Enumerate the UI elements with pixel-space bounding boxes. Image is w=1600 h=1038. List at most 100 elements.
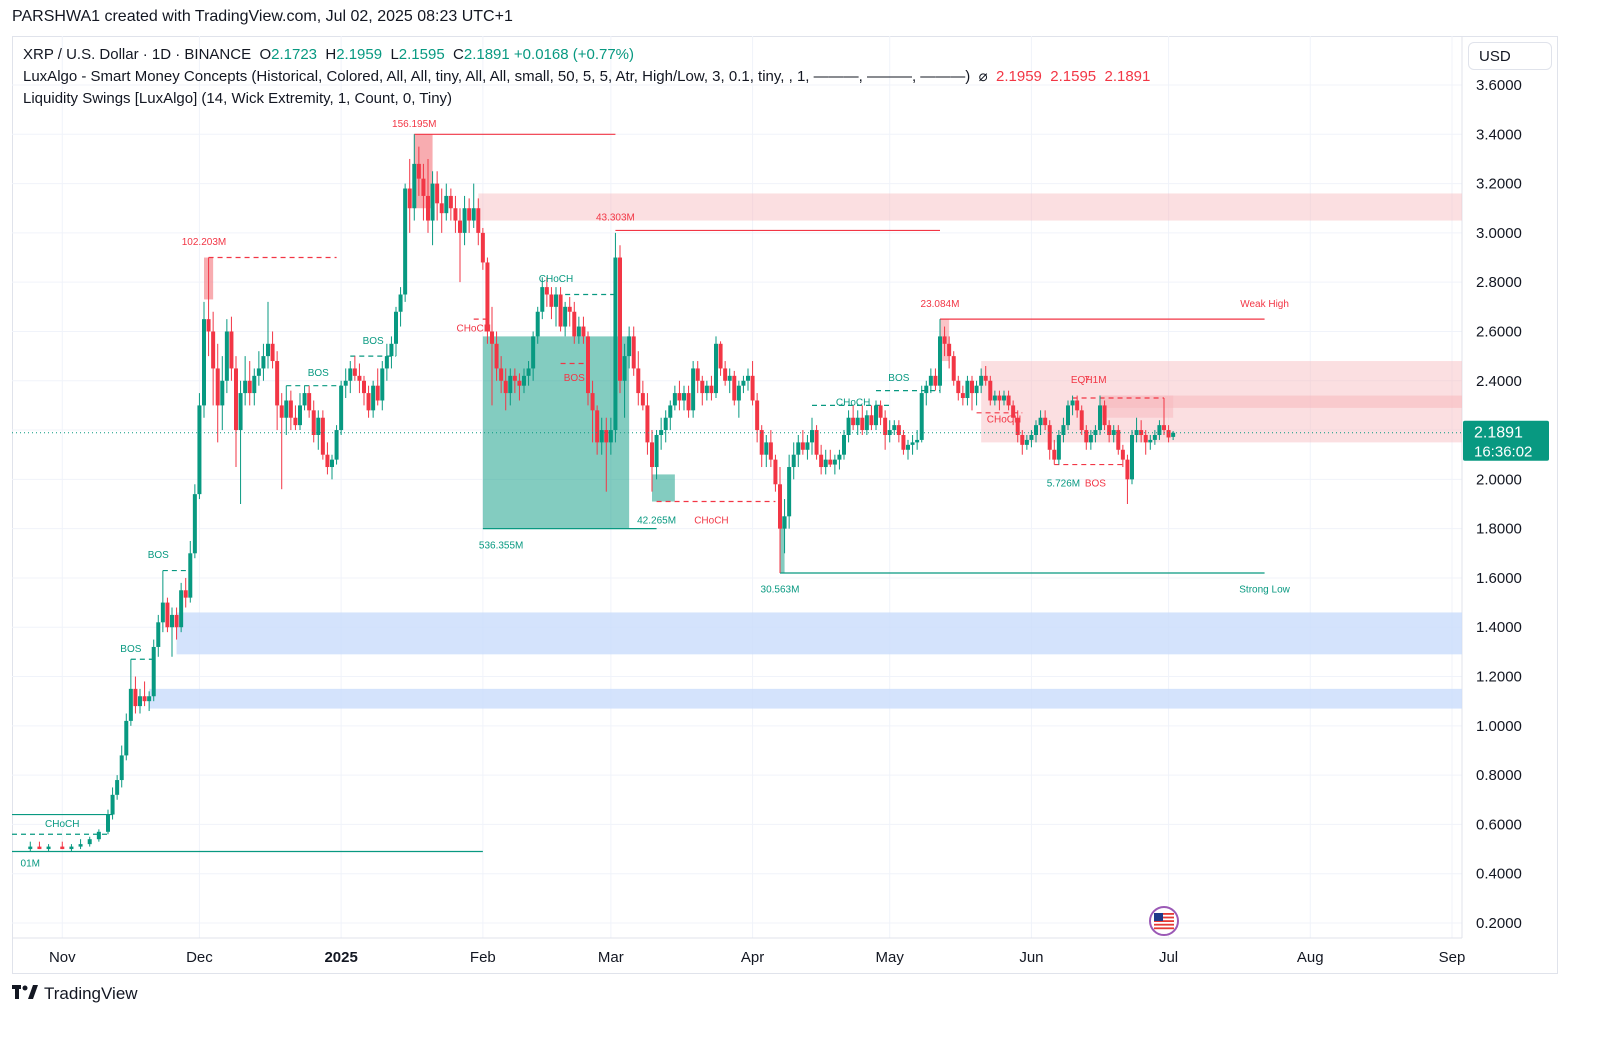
candle-body <box>535 311 540 337</box>
y-tick-label: 2.0000 <box>1476 471 1522 488</box>
candle-body <box>330 459 334 468</box>
currency-selector[interactable]: USD <box>1468 42 1552 70</box>
candle-body <box>298 405 302 426</box>
indicator-2-title: Liquidity Swings [LuxAlgo] (14, Wick Ext… <box>23 90 453 107</box>
candle-body <box>581 326 586 337</box>
candle-body <box>142 696 147 702</box>
candle-body <box>494 343 499 369</box>
candle-body <box>499 368 504 381</box>
candle-body <box>110 794 115 815</box>
candle-body <box>302 393 307 406</box>
us-flag-icon-stripe <box>1154 920 1174 922</box>
candle-body <box>906 444 910 450</box>
candle-body <box>599 430 604 443</box>
candle-body <box>572 311 577 337</box>
candle-body <box>933 375 938 386</box>
x-tick-label: Jun <box>1019 949 1043 966</box>
y-tick-label: 1.6000 <box>1476 570 1522 587</box>
candle-body <box>238 393 243 431</box>
candle-body <box>517 380 522 386</box>
candle-body <box>1015 417 1020 435</box>
indicator-2-row[interactable]: Liquidity Swings [LuxAlgo] (14, Wick Ext… <box>23 88 1150 110</box>
candle-body <box>764 442 769 455</box>
candle-body <box>1102 405 1107 426</box>
candle-body <box>924 385 929 394</box>
annotation-label: 7.1M <box>1084 375 1106 386</box>
candle-body <box>279 405 284 418</box>
high-value: 2.1959 <box>336 46 383 63</box>
tradingview-footer[interactable]: TradingView <box>12 984 138 1004</box>
candle-body <box>554 294 558 307</box>
symbol-row: XRP / U.S. Dollar · 1D · BINANCE O2.1723… <box>23 44 1150 66</box>
annotation-label: CHoCH <box>694 516 728 527</box>
candle-body <box>394 311 398 344</box>
candle-body <box>691 368 696 411</box>
candle-body <box>640 393 645 406</box>
candle-body <box>138 696 142 707</box>
us-flag-icon-stripe <box>1154 913 1174 915</box>
candle-body <box>1024 439 1029 445</box>
candle-body <box>878 405 883 418</box>
us-flag-icon-stripe <box>1154 927 1174 930</box>
chart-caption: PARSHWA1 created with TradingView.com, J… <box>12 8 513 25</box>
demand-zone <box>176 612 1463 655</box>
hidden-eye-icon[interactable]: ⌀ <box>978 68 988 85</box>
candle-body <box>718 343 723 369</box>
indicator-1-row[interactable]: LuxAlgo - Smart Money Concepts (Historic… <box>23 66 1150 88</box>
x-tick-label: May <box>876 949 905 966</box>
candle-body <box>723 368 728 381</box>
candle-body <box>311 410 316 435</box>
candle-body <box>1125 459 1130 480</box>
candle-body <box>709 385 714 394</box>
candle-body <box>947 343 952 357</box>
candle-body <box>1066 405 1070 426</box>
candle-body <box>357 375 362 381</box>
x-tick-label: Feb <box>470 949 496 966</box>
last-price-badge <box>1463 420 1549 461</box>
candle-body <box>576 326 581 337</box>
candle-body <box>1162 425 1166 431</box>
candle-body <box>759 430 764 455</box>
candle-body <box>928 375 933 386</box>
y-tick-label: 1.0000 <box>1476 718 1522 735</box>
candle-body <box>869 415 874 426</box>
low-value: 2.1595 <box>398 46 445 63</box>
indicator-1-value-b: 2.1595 <box>1050 68 1097 85</box>
open-label: O <box>259 46 272 63</box>
candle-body <box>1130 434 1134 480</box>
candle-body <box>288 400 293 418</box>
candle-body <box>746 375 750 381</box>
indicator-1-value-a: 2.1959 <box>996 68 1042 85</box>
candle-body <box>604 430 609 443</box>
symbol-title[interactable]: XRP / U.S. Dollar · 1D · BINANCE <box>23 46 252 63</box>
tradingview-logo-icon <box>12 984 38 1004</box>
candle-body <box>627 336 632 357</box>
y-tick-label: 1.2000 <box>1476 669 1522 686</box>
candle-body <box>979 375 984 386</box>
us-flag-icon-stripe <box>1154 916 1174 919</box>
candle-body <box>650 442 654 468</box>
candle-body <box>983 375 988 381</box>
price-axis: 3.6000 3.4000 3.2000 3.0000 2.8000 2.6000 2.40… <box>1476 77 1522 932</box>
annotation-label: CHoCH <box>987 415 1021 426</box>
x-tick-label: Sep <box>1439 949 1466 966</box>
annotation-label: CHoCH <box>45 819 79 830</box>
candle-body <box>682 393 686 401</box>
candle-body <box>261 356 266 369</box>
candle-body <box>782 516 787 529</box>
candle-body <box>480 232 485 263</box>
last-price-value: 2.1891 <box>1474 425 1523 442</box>
annotation-label: 5.726M <box>1047 479 1080 490</box>
candle-body <box>1043 417 1048 426</box>
candle-body <box>1139 430 1144 435</box>
candle-body <box>467 208 472 221</box>
candle-body <box>531 336 536 369</box>
candle-body <box>654 434 659 468</box>
annotation-label: 102.203M <box>182 237 226 248</box>
y-tick-label: 3.0000 <box>1476 225 1522 242</box>
annotation-label: BOS <box>564 373 585 384</box>
candle-body <box>659 430 664 435</box>
candle-body <box>293 417 298 426</box>
candles <box>28 134 1176 852</box>
